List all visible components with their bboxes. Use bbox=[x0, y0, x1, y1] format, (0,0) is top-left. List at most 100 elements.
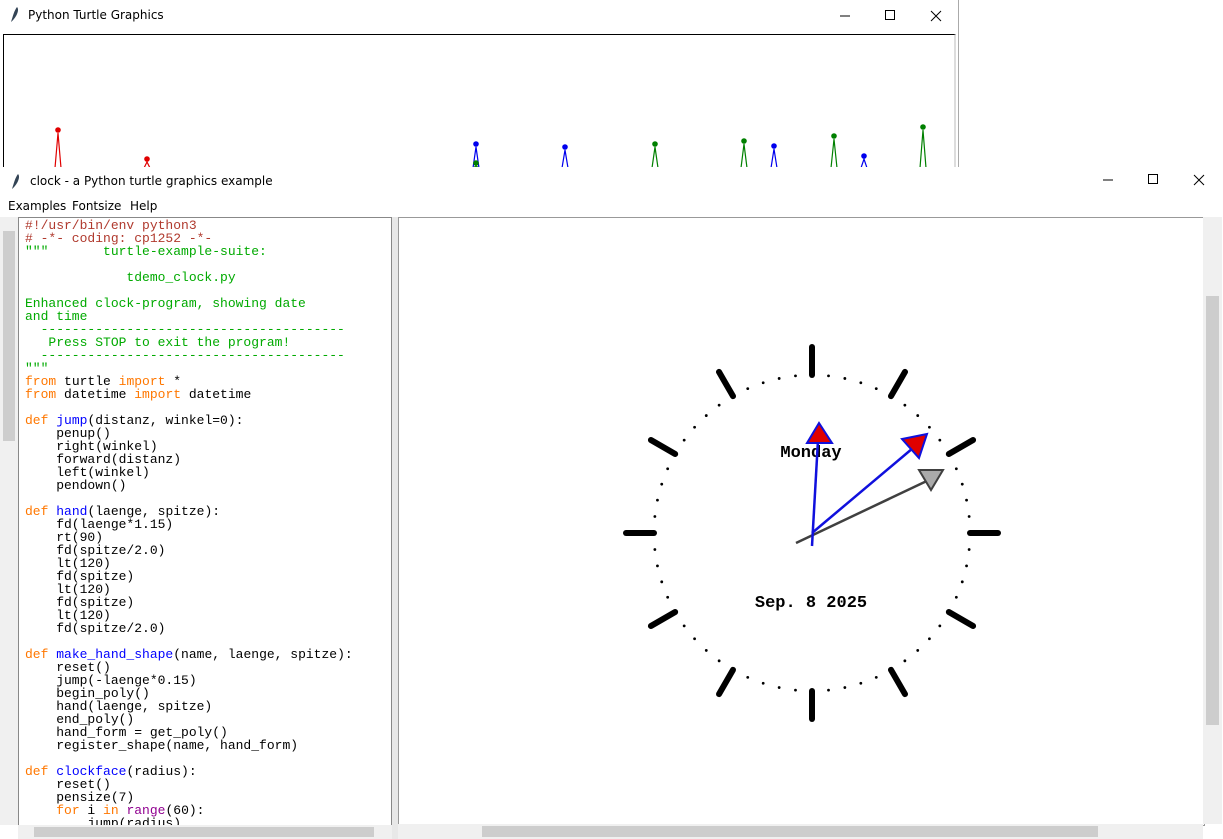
code-token: --------------------------------------- bbox=[25, 348, 345, 363]
code-line: tdemo_clock.py bbox=[25, 271, 353, 284]
minute-dot bbox=[827, 374, 830, 378]
code-line: begin_poly() bbox=[25, 687, 353, 700]
code-line: penup() bbox=[25, 427, 353, 440]
code-token: jump bbox=[56, 413, 88, 428]
date-label: Sep. 8 2025 bbox=[755, 594, 867, 613]
maximize[interactable] bbox=[1148, 174, 1158, 184]
close[interactable] bbox=[1193, 174, 1205, 186]
code-line: """ turtle-example-suite: bbox=[25, 245, 353, 258]
minute-dot bbox=[717, 403, 721, 407]
minute-dot bbox=[666, 595, 670, 599]
hour-tick bbox=[647, 609, 679, 629]
code-line: hand(laenge, spitze) bbox=[25, 700, 353, 713]
close[interactable] bbox=[930, 10, 942, 22]
minute-dot bbox=[916, 414, 920, 417]
code-token: tdemo_clock.py bbox=[25, 270, 236, 285]
code-token: hand(laenge, spitze) bbox=[25, 699, 213, 714]
hand-tip bbox=[917, 469, 945, 492]
code-token: fd(spitze) bbox=[25, 595, 135, 610]
code-token: fd(spitze/2.0) bbox=[25, 621, 166, 636]
code-line: lt(120) bbox=[25, 583, 353, 596]
menu-item[interactable]: Fontsize bbox=[72, 199, 122, 213]
code-token: fd(laenge*1.15) bbox=[25, 517, 174, 532]
code-token: # -*- coding: cp1252 -*- bbox=[25, 231, 213, 246]
scroll-thumb[interactable] bbox=[482, 826, 1098, 837]
code-hscrollbar[interactable] bbox=[18, 825, 392, 839]
scroll-thumb[interactable] bbox=[1206, 296, 1219, 725]
code-line: hand_form = get_poly() bbox=[25, 726, 353, 739]
code-line: Enhanced clock-program, showing date bbox=[25, 297, 353, 310]
code-token: Enhanced clock-program, showing date bbox=[25, 296, 306, 311]
code-token: from bbox=[25, 387, 57, 402]
code-line: fd(spitze/2.0) bbox=[25, 622, 353, 635]
code-token: jump(-laenge*0.15) bbox=[25, 673, 197, 688]
figure-head bbox=[562, 144, 568, 150]
code-token: in bbox=[103, 803, 119, 818]
code-token: for bbox=[56, 803, 80, 818]
minute-dot bbox=[928, 425, 931, 429]
code-token: penup() bbox=[25, 426, 111, 441]
scroll-thumb[interactable] bbox=[3, 231, 15, 441]
code-line: reset() bbox=[25, 661, 353, 674]
code-line: pensize(7) bbox=[25, 791, 353, 804]
minute-dot bbox=[794, 374, 797, 378]
minute-dot bbox=[827, 688, 830, 692]
figure-body bbox=[740, 143, 748, 169]
window-controls[interactable] bbox=[820, 0, 958, 32]
code-token: import bbox=[118, 374, 166, 389]
code-token: * bbox=[165, 374, 182, 389]
minute-dot bbox=[967, 548, 971, 551]
figure-body bbox=[143, 160, 151, 169]
code-line: fd(spitze) bbox=[25, 596, 353, 609]
minute-dot bbox=[928, 637, 931, 641]
code-token: range bbox=[126, 803, 166, 818]
maximize[interactable] bbox=[885, 10, 895, 20]
turtle-canvas bbox=[3, 34, 956, 169]
code-token: def bbox=[25, 764, 49, 779]
code-token: hand bbox=[56, 504, 88, 519]
figure-body bbox=[860, 157, 868, 169]
code-token: right(winkel) bbox=[25, 439, 158, 454]
minute-dot bbox=[660, 482, 664, 486]
minute-dot bbox=[938, 624, 942, 628]
canvas-hscrollbar[interactable] bbox=[398, 824, 1203, 839]
minute-dot bbox=[794, 688, 797, 692]
figure-body bbox=[770, 148, 778, 169]
code-token: (name, laenge, spitze): bbox=[173, 647, 353, 662]
clock-canvas: Monday Sep. 8 2025 bbox=[398, 217, 1205, 826]
code-token: lt(120) bbox=[25, 556, 111, 571]
hand-line bbox=[811, 447, 914, 534]
code-line: def make_hand_shape(name, laenge, spitze… bbox=[25, 648, 353, 661]
figure-body bbox=[472, 146, 480, 169]
minute-dot bbox=[777, 377, 781, 380]
code-token: pendown() bbox=[25, 478, 127, 493]
window-title: Python Turtle Graphics bbox=[28, 8, 164, 22]
code-token: (60): bbox=[165, 803, 205, 818]
scroll-thumb[interactable] bbox=[34, 827, 374, 837]
menu-item[interactable]: Help bbox=[130, 199, 158, 213]
code-token: (radius): bbox=[126, 764, 197, 779]
code-pane: #!/usr/bin/env python3 # -*- coding: cp12… bbox=[18, 217, 392, 827]
code-vscrollbar[interactable] bbox=[0, 217, 18, 825]
hand-tip bbox=[900, 432, 929, 460]
canvas-vscrollbar[interactable] bbox=[1203, 217, 1222, 824]
menu-item[interactable]: Examples bbox=[8, 199, 67, 213]
code-line: Press STOP to exit the program! bbox=[25, 336, 353, 349]
minute-dot bbox=[660, 580, 664, 584]
minute-dot bbox=[967, 515, 971, 518]
code-token: """ turtle-example-suite: bbox=[25, 244, 267, 259]
window-controls[interactable] bbox=[1085, 167, 1223, 195]
code-line: lt(120) bbox=[25, 557, 353, 570]
code-token: lt(120) bbox=[25, 582, 111, 597]
code-line: forward(distanz) bbox=[25, 453, 353, 466]
front-window: clock - a Python turtle graphics example… bbox=[0, 167, 1223, 839]
divider[interactable] bbox=[392, 217, 398, 839]
code-token: --------------------------------------- bbox=[25, 322, 345, 337]
hand-line bbox=[810, 439, 820, 547]
minute-dot bbox=[653, 548, 657, 551]
minute-dot bbox=[916, 649, 920, 652]
hour-tick bbox=[888, 666, 908, 698]
figure-head bbox=[831, 133, 837, 139]
code-token: def bbox=[25, 647, 49, 662]
